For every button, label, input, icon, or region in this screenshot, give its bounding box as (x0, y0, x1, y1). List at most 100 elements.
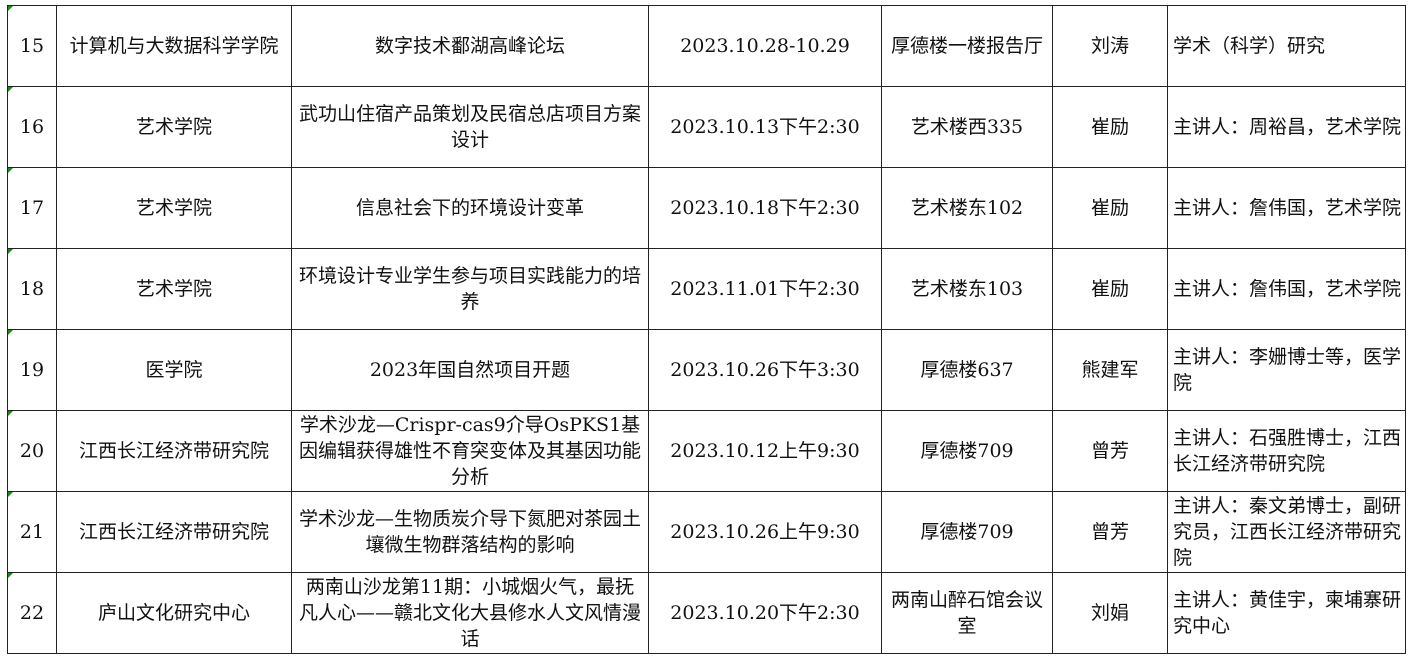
title-cell[interactable]: 武功山住宿产品策划及民宿总店项目方案设计 (291, 86, 649, 168)
contact-cell-text: 崔励 (1090, 197, 1129, 219)
text-number-marker-icon (8, 249, 13, 254)
place-cell[interactable]: 厚德楼709 (881, 491, 1053, 573)
place-cell[interactable]: 两南山醉石馆会议室 (881, 572, 1053, 654)
row-number[interactable]: 20 (7, 410, 57, 492)
time-cell-text: 2023.10.13下午2:30 (670, 116, 860, 138)
title-cell-text: 武功山住宿产品策划及民宿总店项目方案设计 (298, 103, 641, 151)
contact-cell[interactable]: 曾芳 (1052, 491, 1168, 573)
college-cell-text: 计算机与大数据科学学院 (69, 35, 279, 57)
college-cell[interactable]: 江西长江经济带研究院 (56, 410, 292, 492)
title-cell-text: 信息社会下的环境设计变革 (355, 197, 584, 219)
place-cell-text: 厚德楼709 (920, 440, 1014, 462)
title-cell[interactable]: 两南山沙龙第11期：小城烟火气，最抚凡人心——赣北文化大县修水人文风情漫话 (291, 572, 649, 654)
contact-cell-text: 崔励 (1090, 116, 1129, 138)
table-row: 21 江西长江经济带研究院 学术沙龙—生物质炭介导下氮肥对茶园土壤微生物群落结构的影… (7, 491, 1406, 573)
row-number[interactable]: 21 (7, 491, 57, 573)
row-number[interactable]: 17 (7, 167, 57, 249)
time-cell-text: 2023.10.26上午9:30 (670, 521, 860, 543)
place-cell-text: 厚德楼637 (920, 359, 1014, 381)
title-cell[interactable]: 环境设计专业学生参与项目实践能力的培养 (291, 248, 649, 330)
contact-cell[interactable]: 崔励 (1052, 86, 1168, 168)
title-cell-text: 学术沙龙—生物质炭介导下氮肥对茶园土壤微生物群落结构的影响 (298, 508, 641, 556)
note-cell[interactable]: 主讲人：李姗博士等，医学院 (1167, 329, 1406, 411)
college-cell[interactable]: 江西长江经济带研究院 (56, 491, 292, 573)
note-cell[interactable]: 主讲人：詹伟国，艺术学院 (1167, 167, 1406, 249)
contact-cell[interactable]: 崔励 (1052, 248, 1168, 330)
college-cell[interactable]: 艺术学院 (56, 167, 292, 249)
college-cell[interactable]: 庐山文化研究中心 (56, 572, 292, 654)
time-cell[interactable]: 2023.10.12上午9:30 (648, 410, 882, 492)
time-cell[interactable]: 2023.10.26上午9:30 (648, 491, 882, 573)
college-cell[interactable]: 艺术学院 (56, 248, 292, 330)
college-cell-text: 医学院 (145, 359, 203, 381)
time-cell[interactable]: 2023.11.01下午2:30 (648, 248, 882, 330)
contact-cell[interactable]: 刘涛 (1052, 5, 1168, 87)
college-cell[interactable]: 计算机与大数据科学学院 (56, 5, 292, 87)
text-number-marker-icon (8, 411, 13, 416)
note-cell[interactable]: 学术（科学）研究 (1167, 5, 1406, 87)
text-number-marker-icon (8, 492, 13, 497)
contact-cell-text: 曾芳 (1090, 521, 1129, 543)
place-cell[interactable]: 艺术楼西335 (881, 86, 1053, 168)
contact-cell-text: 刘涛 (1090, 35, 1129, 57)
time-cell[interactable]: 2023.10.26下午3:30 (648, 329, 882, 411)
text-number-marker-icon (8, 87, 13, 92)
time-cell[interactable]: 2023.10.28-10.29 (648, 5, 882, 87)
title-cell[interactable]: 学术沙龙—生物质炭介导下氮肥对茶园土壤微生物群落结构的影响 (291, 491, 649, 573)
row-number-text: 22 (19, 602, 45, 624)
place-cell[interactable]: 艺术楼东102 (881, 167, 1053, 249)
note-cell[interactable]: 主讲人：石强胜博士，江西长江经济带研究院 (1167, 410, 1406, 492)
title-cell[interactable]: 数字技术鄱湖高峰论坛 (291, 5, 649, 87)
title-cell-text: 环境设计专业学生参与项目实践能力的培养 (298, 265, 641, 313)
note-cell-text: 主讲人：周裕昌，艺术学院 (1173, 116, 1402, 138)
place-cell[interactable]: 厚德楼637 (881, 329, 1053, 411)
time-cell-text: 2023.10.12上午9:30 (670, 440, 860, 462)
row-number[interactable]: 22 (7, 572, 57, 654)
row-number[interactable]: 16 (7, 86, 57, 168)
title-cell-text: 两南山沙龙第11期：小城烟火气，最抚凡人心——赣北文化大县修水人文风情漫话 (298, 576, 641, 650)
contact-cell[interactable]: 曾芳 (1052, 410, 1168, 492)
row-number-text: 21 (19, 521, 45, 543)
college-cell-text: 庐山文化研究中心 (97, 602, 250, 624)
note-cell-text: 主讲人：石强胜博士，江西长江经济带研究院 (1173, 427, 1402, 475)
contact-cell[interactable]: 熊建军 (1052, 329, 1168, 411)
contact-cell[interactable]: 刘娟 (1052, 572, 1168, 654)
title-cell[interactable]: 信息社会下的环境设计变革 (291, 167, 649, 249)
table-row: 15 计算机与大数据科学学院 数字技术鄱湖高峰论坛 2023.10.28-10.29 厚… (7, 5, 1406, 87)
contact-cell-text: 崔励 (1090, 278, 1129, 300)
college-cell[interactable]: 医学院 (56, 329, 292, 411)
table-row: 17 艺术学院 信息社会下的环境设计变革 2023.10.18下午2:30 艺术楼东10… (7, 167, 1406, 249)
row-number[interactable]: 15 (7, 5, 57, 87)
place-cell[interactable]: 厚德楼一楼报告厅 (881, 5, 1053, 87)
note-cell[interactable]: 主讲人：黄佳宇，柬埔寨研究中心 (1167, 572, 1406, 654)
title-cell[interactable]: 2023年国自然项目开题 (291, 329, 649, 411)
lecture-table: 15 计算机与大数据科学学院 数字技术鄱湖高峰论坛 2023.10.28-10.29 厚… (7, 5, 1406, 654)
note-cell[interactable]: 主讲人：詹伟国，艺术学院 (1167, 248, 1406, 330)
contact-cell-text: 曾芳 (1090, 440, 1129, 462)
contact-cell-text: 熊建军 (1081, 359, 1139, 381)
contact-cell-text: 刘娟 (1090, 602, 1129, 624)
table-row: 20 江西长江经济带研究院 学术沙龙—Crispr-cas9介导OsPKS1基因编辑… (7, 410, 1406, 492)
time-cell[interactable]: 2023.10.13下午2:30 (648, 86, 882, 168)
place-cell[interactable]: 厚德楼709 (881, 410, 1053, 492)
row-number[interactable]: 19 (7, 329, 57, 411)
place-cell-text: 厚德楼709 (920, 521, 1014, 543)
time-cell-text: 2023.10.20下午2:30 (670, 602, 860, 624)
contact-cell[interactable]: 崔励 (1052, 167, 1168, 249)
time-cell[interactable]: 2023.10.20下午2:30 (648, 572, 882, 654)
time-cell-text: 2023.10.26下午3:30 (670, 359, 860, 381)
note-cell[interactable]: 主讲人：秦文弟博士，副研究员，江西长江经济带研究院 (1167, 491, 1406, 573)
place-cell[interactable]: 艺术楼东103 (881, 248, 1053, 330)
title-cell-text: 2023年国自然项目开题 (369, 359, 571, 381)
title-cell-text: 数字技术鄱湖高峰论坛 (374, 35, 565, 57)
college-cell[interactable]: 艺术学院 (56, 86, 292, 168)
time-cell[interactable]: 2023.10.18下午2:30 (648, 167, 882, 249)
row-number[interactable]: 18 (7, 248, 57, 330)
row-number-text: 18 (19, 278, 45, 300)
note-cell-text: 主讲人：秦文弟博士，副研究员，江西长江经济带研究院 (1173, 495, 1402, 569)
note-cell[interactable]: 主讲人：周裕昌，艺术学院 (1167, 86, 1406, 168)
place-cell-text: 艺术楼西335 (910, 116, 1024, 138)
college-cell-text: 艺术学院 (135, 116, 212, 138)
time-cell-text: 2023.10.28-10.29 (680, 35, 850, 57)
title-cell[interactable]: 学术沙龙—Crispr-cas9介导OsPKS1基因编辑获得雄性不育突变体及其基… (291, 410, 649, 492)
